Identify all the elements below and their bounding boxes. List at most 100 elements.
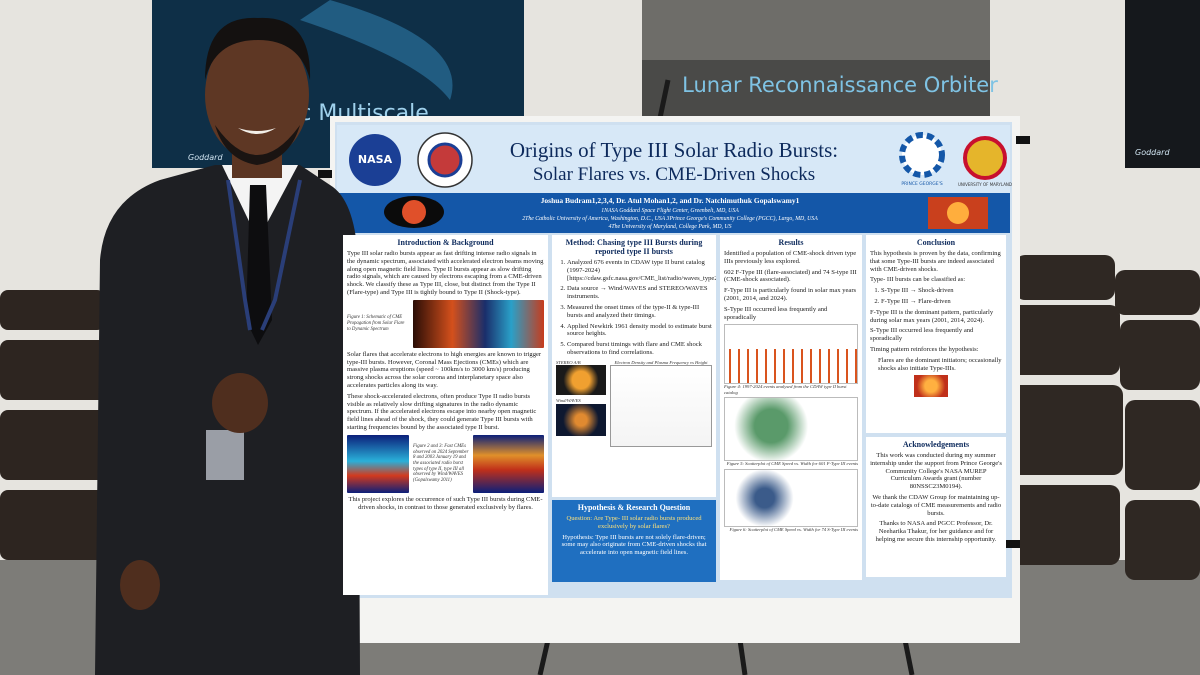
figure-caption: Figure 5: Scatterplot of CME Speed vs. W… [726, 461, 858, 467]
chair [0, 290, 105, 330]
paragraph: Solar flares that accelerate electrons t… [347, 350, 542, 389]
figure: Figure 1: Schematic of CME Propagation f… [347, 299, 544, 348]
method-step: Analyzed 676 events in CDAW type II burs… [567, 259, 716, 282]
question: Question: Are Type- III solar radio burs… [566, 515, 702, 530]
banner-center-text: Lunar Reconnaissance Orbiter [682, 73, 998, 97]
logo-pgcc-text: PRINCE GEORGE'S [901, 181, 943, 187]
banner-moon [642, 0, 990, 60]
easel-top [657, 79, 671, 119]
easel-leg [902, 639, 915, 675]
lanyard [260, 179, 302, 331]
paragraph: Flares are the dominant initiators; occa… [878, 356, 1002, 372]
chair [1120, 320, 1200, 390]
smile [238, 128, 276, 134]
paragraph: F-Type III is particularly found in sola… [724, 287, 857, 302]
section-heading: Results [778, 238, 804, 247]
easel-leg [537, 639, 551, 675]
section-heading: Introduction & Background [397, 238, 494, 247]
clip [1016, 136, 1030, 144]
method-step: Compared burst timings with flare and CM… [567, 341, 712, 357]
paragraph: This work was conducted during my summer… [870, 452, 1002, 491]
paragraph: 602 F-Type III (flare-associated) and 74… [724, 268, 857, 284]
histogram-image [724, 324, 858, 385]
method-steps: Analyzed 676 events in CDAW type II burs… [556, 259, 716, 357]
logo-cua-seal [427, 142, 463, 178]
chair [1125, 400, 1200, 490]
figure-caption: Figure 6: Scatterplot of CME Speed vs. W… [729, 526, 858, 532]
conclusion: Conclusion This hypothesis is proven by … [866, 235, 1006, 433]
badge [206, 430, 244, 480]
paragraph: S-Type III occurred less frequently and … [870, 327, 974, 343]
section-heading: Method: Chasing type III Bursts during r… [565, 238, 703, 256]
paragraph: S-Type III occurred less frequently and … [724, 305, 828, 321]
person [95, 17, 360, 675]
paragraph: Identified a population of CME-shock dri… [724, 250, 857, 265]
chairs-left [0, 290, 110, 560]
affiliation: 4The University of Maryland, College Par… [608, 223, 731, 230]
paragraph: F-Type III is the dominant pattern, part… [870, 308, 994, 324]
hypothesis-text: Hypothesis: Type III bursts are not sole… [561, 533, 707, 557]
figure-image [347, 434, 409, 493]
banner-left-logo: Goddard [188, 153, 223, 162]
sun [402, 200, 426, 224]
chair [0, 410, 110, 480]
face [205, 29, 309, 161]
lanyard [226, 179, 252, 331]
banner-right [1125, 0, 1200, 168]
authors: Joshua Budram1,2,3,4, Dr. Atul Mohan1,2,… [541, 196, 800, 205]
paragraph: This project explores the occurrence of … [348, 495, 543, 511]
density-plot: Electron Density and Plasma Frequency vs… [610, 359, 712, 448]
chair [1125, 500, 1200, 580]
section-heading: Acknowledgements [902, 440, 970, 449]
method: Method: Chasing type III Bursts during r… [552, 235, 716, 497]
image-label: Wind/WAVES [556, 398, 581, 404]
class-list: S-Type III → Shock-driven F-Type III → F… [870, 287, 1002, 306]
poster-author-band [337, 193, 1010, 233]
introduction: Introduction & Background Type III solar… [343, 235, 548, 595]
banner-right-logo: Goddard [1135, 148, 1170, 157]
logo-umd-text: UNIVERSITY OF MARYLAND [958, 182, 1012, 187]
method-step: Measured the onset times of the type-II … [567, 304, 712, 320]
results: Results Identified a population of CME-s… [720, 235, 862, 580]
paragraph: Type- III bursts can be classified as: [870, 276, 966, 284]
paragraph: Timing pattern reinforces the hypothesis… [870, 345, 979, 353]
sun-thumbnail [914, 375, 948, 398]
beard [215, 125, 300, 165]
class-item: F-Type III → Flare-driven [881, 298, 1002, 306]
stereo-image [556, 365, 606, 396]
section-heading: Hypothesis & Research Question [577, 503, 691, 512]
scatter-image [724, 397, 858, 462]
hand [212, 373, 268, 433]
chair [1010, 485, 1120, 565]
figure-image [473, 434, 544, 493]
tie [246, 185, 272, 345]
plot-area [610, 365, 712, 448]
image-label: STEREO A/B [556, 359, 581, 365]
paragraph: We thank the CDAW Group for maintaining … [870, 493, 1002, 517]
chair [0, 490, 110, 560]
affiliation: 1NASA Goddard Space Flight Center, Green… [601, 208, 739, 214]
wind-image [556, 403, 606, 436]
section-heading: Conclusion [916, 238, 956, 247]
method-step: Data source → Wind/WAVES and STEREO/WAVE… [567, 285, 712, 301]
chair [1015, 255, 1115, 300]
figure-caption: Figure 2 and 3: Fast CMEs observed on 20… [413, 444, 469, 483]
chairs-right [1008, 255, 1200, 580]
logo-nasa [349, 134, 401, 186]
plot-title: Electron Density and Plasma Frequency vs… [614, 359, 708, 365]
paragraph: Thanks to NASA and PGCC Professor, Dr. N… [875, 520, 997, 543]
chair [1115, 270, 1200, 315]
logo-pgcc [899, 132, 945, 178]
instrument-images: STEREO A/B Wind/WAVES [556, 360, 606, 447]
easel-leg [737, 639, 748, 675]
easel [537, 79, 915, 675]
paragraph: These shock-accelerated electrons, often… [347, 392, 537, 431]
logo-nasa-text: NASA [358, 153, 393, 166]
affiliation: 2The Catholic University of America, Was… [522, 215, 818, 222]
poster-title: Origins of Type III Solar Radio Bursts: [510, 138, 838, 162]
hair [205, 17, 311, 80]
figure-image [413, 299, 544, 348]
logo-umd [963, 136, 1007, 180]
figure: Figure 2 and 3: Fast CMEs observed on 20… [347, 434, 544, 493]
